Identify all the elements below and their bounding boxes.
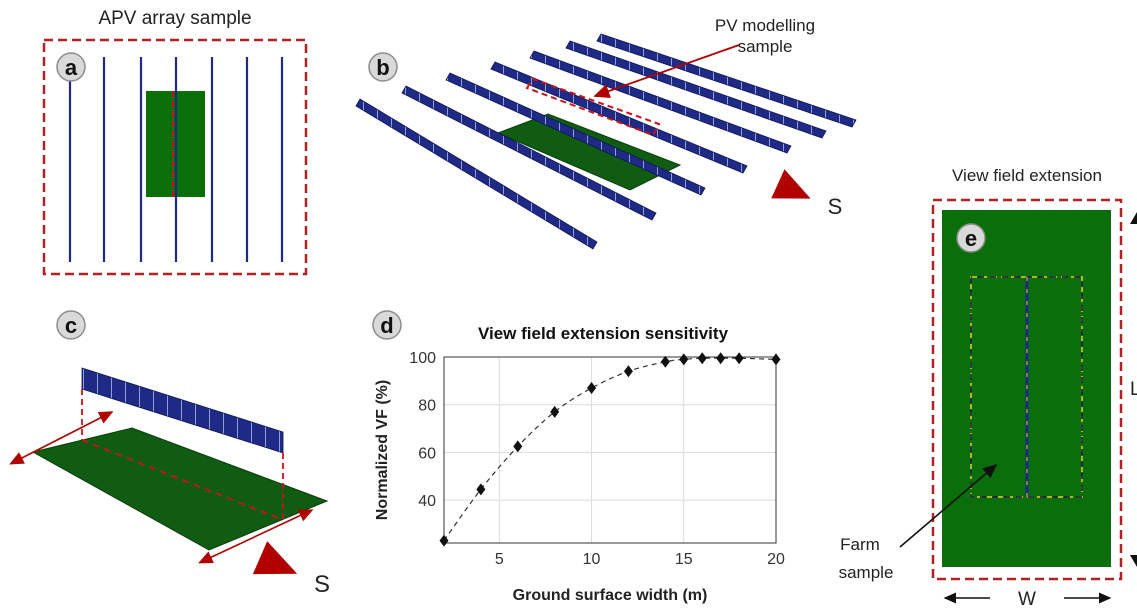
badge-e: e xyxy=(956,223,986,253)
x-tick-label: 20 xyxy=(767,551,785,568)
svg-text:d: d xyxy=(380,313,393,338)
x-tick-labels: 5 10 15 20 xyxy=(495,551,785,568)
length-arrow-bottom-e xyxy=(1130,555,1137,567)
x-tick-label: 15 xyxy=(675,551,693,568)
panel-a-title: APV array sample xyxy=(98,8,251,29)
farm-label-line2: sample xyxy=(839,563,894,582)
x-tick-label: 10 xyxy=(583,551,601,568)
panel-d: d View field extension sensitivity 5 10 15… xyxy=(372,310,785,604)
width-arrow-right xyxy=(198,509,314,564)
panel-b: PV modelling sample S b xyxy=(355,16,857,250)
south-arrow-b xyxy=(771,169,811,199)
chart-grid xyxy=(444,356,777,543)
y-axis-title: Normalized VF (%) xyxy=(374,380,391,520)
data-point-marker xyxy=(513,440,523,453)
data-point-marker xyxy=(623,365,633,378)
svg-text:b: b xyxy=(376,55,389,80)
x-tick-label: 5 xyxy=(495,551,504,568)
center-line-c xyxy=(81,439,284,521)
y-tick-label: 40 xyxy=(418,493,436,510)
length-label-e: L xyxy=(1130,379,1137,400)
ground-plane-b xyxy=(496,113,682,191)
svg-text:c: c xyxy=(65,313,77,338)
data-point-marker xyxy=(679,353,689,366)
south-label-c: S xyxy=(314,571,330,598)
vf-series-points xyxy=(439,352,781,547)
x-axis-title: Ground surface width (m) xyxy=(513,587,708,604)
length-arrow-top-e xyxy=(1130,212,1137,224)
y-tick-label: 100 xyxy=(409,350,436,367)
chart-title: View field extension sensitivity xyxy=(478,324,729,343)
data-point-marker xyxy=(771,353,781,366)
data-point-marker xyxy=(734,352,744,365)
plot-frame xyxy=(443,356,777,544)
y-tick-labels: 40 60 80 100 xyxy=(409,350,436,510)
y-tick-label: 80 xyxy=(418,398,436,415)
south-label-b: S xyxy=(828,194,843,219)
pv-sample-label-line2: sample xyxy=(738,37,793,56)
pv-sample-label-line1: PV modelling xyxy=(715,16,815,35)
panel-e-frame xyxy=(931,198,1123,581)
badge-d: d xyxy=(372,310,402,340)
farm-sample-pointer xyxy=(899,463,998,548)
panel-c: S c xyxy=(9,310,330,598)
width-label-e: W xyxy=(1018,589,1036,610)
svg-text:a: a xyxy=(65,55,78,80)
svg-text:e: e xyxy=(965,226,977,251)
panel-e: View field extension Farm sample W L e xyxy=(839,166,1137,610)
badge-b: b xyxy=(368,52,398,82)
y-tick-label: 60 xyxy=(418,445,436,462)
width-arrow-left xyxy=(9,411,114,465)
pv-sample-pointer-arrow xyxy=(593,44,740,98)
farm-label-line1: Farm xyxy=(840,535,880,554)
vf-series-line xyxy=(443,357,777,541)
data-point-marker xyxy=(476,483,486,496)
data-point-marker xyxy=(550,405,560,418)
south-arrow-c xyxy=(252,541,298,575)
data-point-marker xyxy=(439,534,449,547)
badge-a: a xyxy=(56,52,86,82)
panel-a: APV array sample a xyxy=(42,8,308,276)
panel-e-title: View field extension xyxy=(952,166,1102,185)
data-point-marker xyxy=(660,355,670,368)
data-point-marker xyxy=(587,382,597,394)
pv-rows-3d xyxy=(355,33,857,250)
pv-modelling-sample-box xyxy=(525,77,661,137)
data-point-marker xyxy=(697,352,707,365)
data-point-marker xyxy=(716,352,726,365)
badge-c: c xyxy=(56,310,86,340)
panel-a-frame xyxy=(42,38,308,276)
